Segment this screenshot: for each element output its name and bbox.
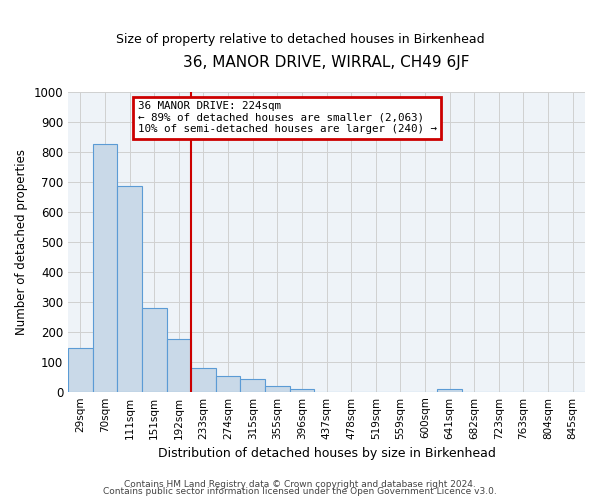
- Text: Contains HM Land Registry data © Crown copyright and database right 2024.: Contains HM Land Registry data © Crown c…: [124, 480, 476, 489]
- Bar: [117, 186, 142, 392]
- Y-axis label: Number of detached properties: Number of detached properties: [15, 149, 28, 335]
- Bar: [191, 368, 216, 392]
- Bar: [437, 388, 462, 392]
- Bar: [167, 339, 191, 392]
- Bar: [68, 348, 92, 392]
- Bar: [265, 386, 290, 392]
- Text: Size of property relative to detached houses in Birkenhead: Size of property relative to detached ho…: [116, 32, 484, 46]
- Bar: [216, 376, 241, 392]
- Text: Contains public sector information licensed under the Open Government Licence v3: Contains public sector information licen…: [103, 487, 497, 496]
- Bar: [290, 388, 314, 392]
- Bar: [92, 144, 117, 392]
- Bar: [142, 308, 167, 392]
- Title: 36, MANOR DRIVE, WIRRAL, CH49 6JF: 36, MANOR DRIVE, WIRRAL, CH49 6JF: [183, 55, 470, 70]
- X-axis label: Distribution of detached houses by size in Birkenhead: Distribution of detached houses by size …: [158, 447, 496, 460]
- Text: 36 MANOR DRIVE: 224sqm
← 89% of detached houses are smaller (2,063)
10% of semi-: 36 MANOR DRIVE: 224sqm ← 89% of detached…: [138, 101, 437, 134]
- Bar: [241, 379, 265, 392]
